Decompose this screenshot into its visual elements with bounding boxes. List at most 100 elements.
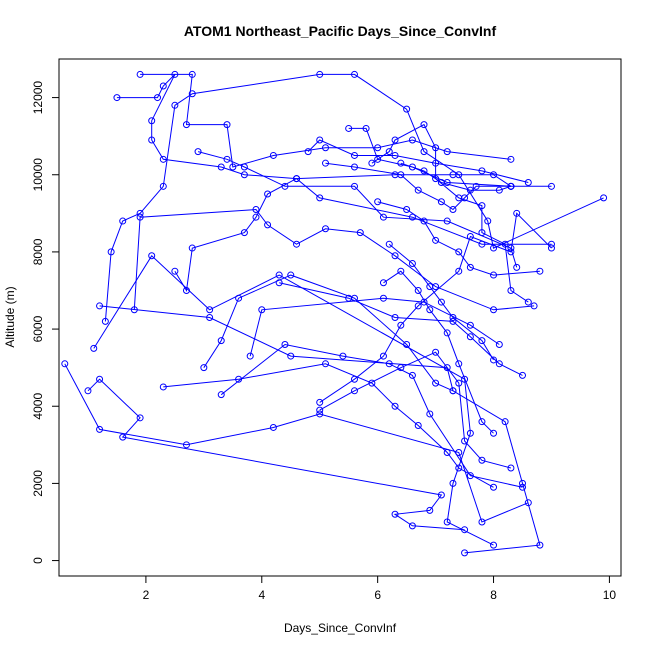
data-point <box>466 472 474 480</box>
data-point <box>119 433 127 441</box>
data-point <box>519 371 527 379</box>
plot-area <box>61 70 608 557</box>
data-point <box>159 82 167 90</box>
data-point <box>391 314 399 321</box>
y-tick-label: 10000 <box>31 158 45 192</box>
data-point <box>153 94 161 102</box>
data-point <box>449 171 457 179</box>
data-point <box>391 252 399 260</box>
data-point <box>524 178 532 186</box>
data-point <box>374 198 382 206</box>
data-point <box>466 429 474 437</box>
data-point <box>374 144 382 152</box>
data-point <box>148 252 156 260</box>
data-point <box>264 190 272 198</box>
data-point <box>524 298 532 306</box>
data-point <box>432 175 440 183</box>
data-point <box>455 379 463 387</box>
x-axis: 2 4 6 8 10 <box>143 575 616 602</box>
data-point <box>397 171 405 179</box>
data-point <box>443 217 451 225</box>
data-point <box>252 205 260 213</box>
data-point <box>182 286 190 294</box>
data-point <box>350 151 358 159</box>
data-point <box>461 194 469 202</box>
data-point <box>217 391 225 399</box>
data-point <box>478 167 486 175</box>
series-line <box>388 243 494 361</box>
data-point <box>84 387 92 395</box>
data-point <box>478 518 486 526</box>
data-point <box>345 124 353 132</box>
data-point <box>240 163 248 171</box>
series-19 <box>316 348 515 472</box>
data-point <box>322 225 330 233</box>
data-point <box>119 217 127 225</box>
data-point <box>507 464 515 472</box>
data-point <box>136 70 144 78</box>
data-point <box>414 422 422 430</box>
data-point <box>397 159 405 167</box>
data-point <box>507 182 515 190</box>
data-point <box>96 375 104 383</box>
data-point <box>374 155 382 163</box>
series-10 <box>171 175 555 294</box>
data-point <box>408 163 416 171</box>
x-tick-label: 4 <box>258 588 265 602</box>
data-point <box>397 364 405 372</box>
data-point <box>437 491 445 499</box>
data-point <box>408 136 416 144</box>
series-22 <box>374 198 544 279</box>
data-point <box>269 151 277 159</box>
data-point <box>490 306 498 314</box>
data-point <box>322 360 330 368</box>
data-point <box>414 286 422 294</box>
data-point <box>171 101 179 109</box>
data-point <box>461 375 469 383</box>
y-tick-label: 0 <box>31 557 45 564</box>
data-point <box>507 286 515 294</box>
series-line <box>133 208 535 311</box>
data-point <box>130 306 138 314</box>
y-tick-label: 6000 <box>31 315 45 342</box>
series-4 <box>96 302 544 557</box>
series-line <box>104 73 604 322</box>
data-point <box>223 155 231 163</box>
data-point <box>536 267 544 275</box>
data-point <box>490 429 498 437</box>
data-point <box>194 148 202 156</box>
data-point <box>530 302 538 310</box>
data-point <box>240 171 248 179</box>
y-tick-label: 8000 <box>31 238 45 265</box>
data-point <box>432 144 440 152</box>
data-point <box>385 240 393 248</box>
data-point <box>136 213 144 221</box>
data-point <box>507 248 515 256</box>
series-5 <box>101 70 608 325</box>
data-point <box>478 229 486 237</box>
data-point <box>385 360 393 368</box>
series-line <box>249 297 500 357</box>
data-point <box>379 352 387 360</box>
data-point <box>408 522 416 530</box>
series-line <box>319 212 552 403</box>
series-line <box>140 73 511 168</box>
data-point <box>455 464 463 472</box>
data-point <box>547 244 555 252</box>
series-14 <box>246 294 503 360</box>
data-point <box>182 441 190 449</box>
data-point <box>113 94 121 102</box>
data-point <box>455 449 463 457</box>
data-point <box>397 321 405 329</box>
series-line <box>93 255 494 546</box>
data-point <box>547 182 555 190</box>
data-point <box>403 105 411 113</box>
data-point <box>107 248 115 256</box>
data-point <box>339 352 347 360</box>
data-point <box>362 124 370 132</box>
data-point <box>403 341 411 349</box>
series-8 <box>130 205 538 314</box>
data-point <box>206 314 214 321</box>
data-point <box>356 229 364 237</box>
